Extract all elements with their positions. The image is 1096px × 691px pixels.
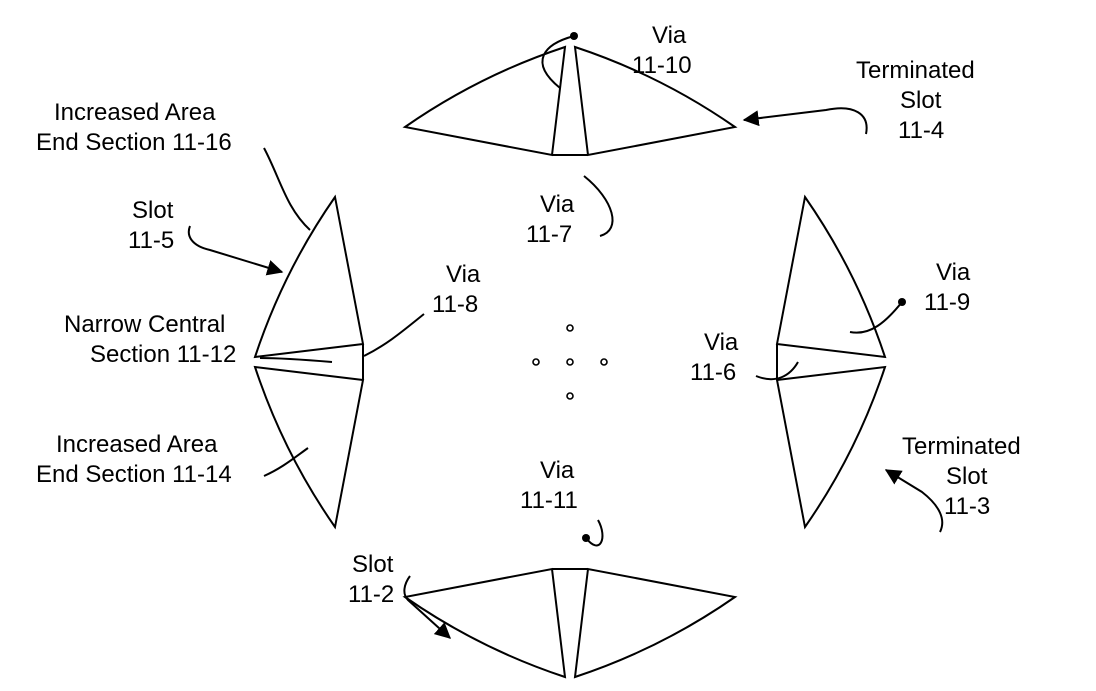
label-term_slot_c: 11-4 — [898, 117, 944, 144]
label-term_slot2_b: Slot — [946, 463, 988, 490]
label-via_11_10_b: 11-10 — [632, 52, 692, 79]
center-vias — [533, 325, 607, 399]
label-narrow_a: Narrow Central — [64, 311, 225, 338]
slot-left — [255, 197, 363, 527]
label-slot_11_5_b: 11-5 — [128, 227, 174, 254]
label-via_11_8_a: Via — [446, 261, 481, 288]
label-slot_11_2_a: Slot — [352, 551, 394, 578]
label-term_slot2_a: Terminated — [902, 433, 1021, 460]
label-via_11_9_b: 11-9 — [924, 289, 970, 316]
slot-right — [777, 197, 885, 527]
label-slot_11_5_a: Slot — [132, 197, 174, 224]
label-term_slot_a: Terminated — [856, 57, 975, 84]
label-inc_area_bot_b: End Section 11-14 — [36, 461, 232, 488]
label-slot_11_2_b: 11-2 — [348, 581, 394, 608]
label-inc_area_bot_a: Increased Area — [56, 431, 218, 458]
label-via_11_10_a: Via — [652, 22, 687, 49]
label-via_11_11_a: Via — [540, 457, 575, 484]
label-narrow_b: Section 11-12 — [90, 341, 236, 368]
label-inc_area_top_a: Increased Area — [54, 99, 216, 126]
label-via_11_6_b: 11-6 — [690, 359, 736, 386]
label-via_11_9_a: Via — [936, 259, 971, 286]
diagram-svg: Via 11-10 Terminated Slot 11-4 Increased Area… — [0, 0, 1096, 691]
label-term_slot_b: Slot — [900, 87, 942, 114]
label-via_11_11_b: 11-11 — [520, 487, 578, 514]
label-via_11_8_b: 11-8 — [432, 291, 478, 318]
label-inc_area_top_b: End Section 11-16 — [36, 129, 232, 156]
slot-bottom — [405, 569, 735, 677]
label-via_11_6_a: Via — [704, 329, 739, 356]
label-term_slot2_c: 11-3 — [944, 493, 990, 520]
label-via_11_7_a: Via — [540, 191, 575, 218]
label-via_11_7_b: 11-7 — [526, 221, 572, 248]
